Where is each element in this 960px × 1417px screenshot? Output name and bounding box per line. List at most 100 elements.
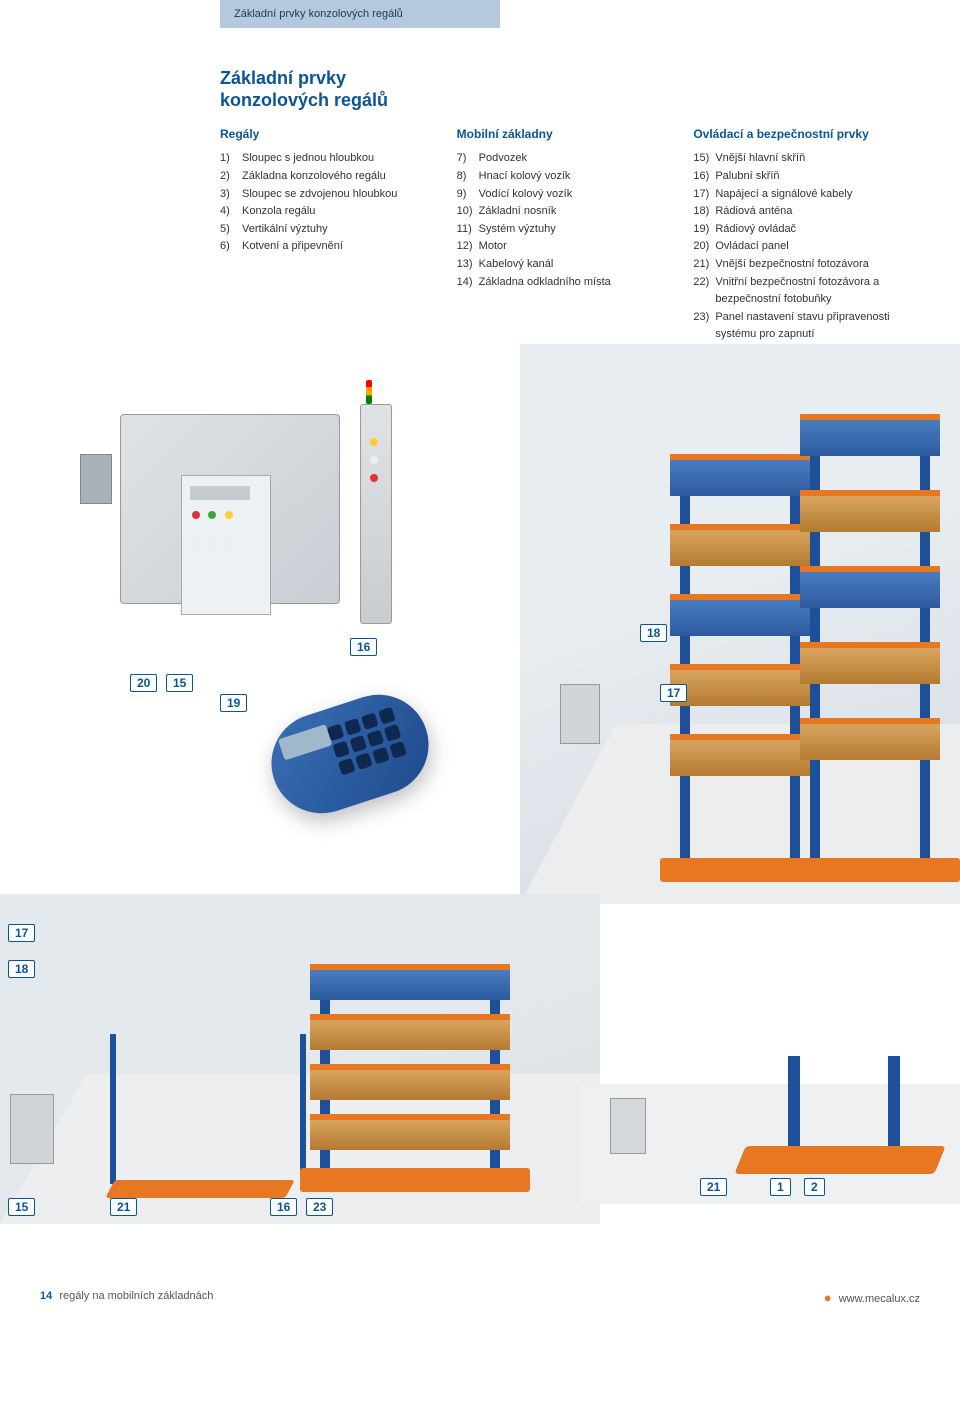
page-title: Základní prvky konzolových regálů — [220, 68, 900, 111]
legend-number: 20) — [693, 238, 715, 256]
legend-number: 22) — [693, 274, 715, 309]
legend-item: 22)Vnitřní bezpečnostní fotozávora a bez… — [693, 274, 900, 309]
legend-text: Základna konzolového regálu — [242, 168, 427, 186]
bullet-icon: ● — [824, 1290, 832, 1305]
legend-number: 4) — [220, 203, 242, 221]
callout-17: 17 — [660, 684, 687, 702]
wall-cabinet — [10, 1094, 54, 1164]
legend-item: 16)Palubní skříň — [693, 168, 900, 186]
legend-text: Vnější hlavní skříň — [715, 150, 900, 168]
legend-item: 2)Základna konzolového regálu — [220, 168, 427, 186]
rack-render-lower: 17 18 15 21 16 23 — [0, 894, 600, 1224]
legend-item: 9)Vodící kolový vozík — [457, 186, 664, 204]
control-cabinet-figure: 18 16 20 15 — [80, 374, 440, 654]
legend-number: 9) — [457, 186, 479, 204]
legend-item: 4)Konzola regálu — [220, 203, 427, 221]
legend-number: 1) — [220, 150, 242, 168]
rack-column — [800, 414, 940, 874]
col-head: Ovládací a bezpečnostní prvky — [693, 125, 900, 144]
footer-text: regály na mobilních základnách — [59, 1290, 213, 1302]
page-number: 14 — [40, 1290, 52, 1302]
legend-item: 23)Panel nastavení stavu připravenosti s… — [693, 309, 900, 344]
callout-15: 15 — [8, 1198, 35, 1216]
legend-item: 1)Sloupec s jednou hloubkou — [220, 150, 427, 168]
legend-item: 20)Ovládací panel — [693, 238, 900, 256]
legend-text: Kotvení a připevnění — [242, 238, 427, 256]
legend-text: Palubní skříň — [715, 168, 900, 186]
footer-left: 14 regály na mobilních základnách — [40, 1290, 213, 1305]
legend-text: Základní nosník — [479, 203, 664, 221]
legend-text: Kabelový kanál — [479, 256, 664, 274]
legend-item: 13)Kabelový kanál — [457, 256, 664, 274]
col-head: Mobilní základny — [457, 125, 664, 144]
legend-text: Podvozek — [479, 150, 664, 168]
legend-text: Hnací kolový vozík — [479, 168, 664, 186]
mobile-base-track — [105, 1180, 295, 1198]
legend-text: Rádiový ovládač — [715, 221, 900, 239]
rack-column — [310, 964, 510, 1184]
page-footer: 14 regály na mobilních základnách ● www.… — [0, 1284, 960, 1317]
legend-number: 10) — [457, 203, 479, 221]
antenna-box — [80, 454, 112, 504]
callout-2: 2 — [804, 1178, 825, 1196]
footer-right: ● www.mecalux.cz — [824, 1290, 920, 1305]
legend-number: 2) — [220, 168, 242, 186]
legend-number: 6) — [220, 238, 242, 256]
legend-number: 14) — [457, 274, 479, 292]
legend-text: Ovládací panel — [715, 238, 900, 256]
legend-item: 18)Rádiová anténa — [693, 203, 900, 221]
legend-item: 19)Rádiový ovládač — [693, 221, 900, 239]
callout-20: 20 — [130, 674, 157, 692]
wall-junction-box — [560, 684, 600, 744]
cabinet-panel — [181, 475, 271, 615]
legend-item: 3)Sloupec se zdvojenou hloubkou — [220, 186, 427, 204]
legend-number: 23) — [693, 309, 715, 344]
mobile-base — [734, 1146, 945, 1174]
legend-text: Systém výztuhy — [479, 221, 664, 239]
legend-number: 3) — [220, 186, 242, 204]
legend-number: 7) — [457, 150, 479, 168]
legend-item: 15)Vnější hlavní skříň — [693, 150, 900, 168]
upright — [888, 1056, 900, 1146]
callout-17: 17 — [8, 924, 35, 942]
legend-text: Vnější bezpečnostní fotozávora — [715, 256, 900, 274]
upright — [788, 1056, 800, 1146]
legend-number: 17) — [693, 186, 715, 204]
wall-junction-box — [610, 1098, 646, 1154]
callout-19: 19 — [220, 694, 247, 712]
footer-url: www.mecalux.cz — [839, 1293, 920, 1305]
radio-remote — [258, 682, 441, 827]
callout-1: 1 — [770, 1178, 791, 1196]
legend-text: Panel nastavení stavu připravenosti syst… — [715, 309, 900, 344]
callout-21: 21 — [700, 1178, 727, 1196]
legend-text: Základna odkladního místa — [479, 274, 664, 292]
legend-text: Vodící kolový vozík — [479, 186, 664, 204]
rack-render-top: 18 17 — [520, 344, 960, 904]
legend-item: 17)Napájecí a signálové kabely — [693, 186, 900, 204]
col-ovladaci: Ovládací a bezpečnostní prvky 15)Vnější … — [693, 125, 900, 344]
legend-number: 5) — [220, 221, 242, 239]
legend-item: 11)Systém výztuhy — [457, 221, 664, 239]
legend-text: Vertikální výztuhy — [242, 221, 427, 239]
legend-item: 12)Motor — [457, 238, 664, 256]
legend-item: 14)Základna odkladního místa — [457, 274, 664, 292]
legend-number: 11) — [457, 221, 479, 239]
callout-16: 16 — [350, 638, 377, 656]
legend-text: Vnitřní bezpečnostní fotozávora a bezpeč… — [715, 274, 900, 309]
col-mobilni: Mobilní základny 7)Podvozek8)Hnací kolov… — [457, 125, 664, 344]
legend-text: Motor — [479, 238, 664, 256]
legend-number: 13) — [457, 256, 479, 274]
legend-text: Konzola regálu — [242, 203, 427, 221]
legend-text: Rádiová anténa — [715, 203, 900, 221]
legend-number: 19) — [693, 221, 715, 239]
legend-number: 15) — [693, 150, 715, 168]
legend-columns: Regály 1)Sloupec s jednou hloubkou2)Zákl… — [220, 125, 900, 344]
legend-item: 10)Základní nosník — [457, 203, 664, 221]
legend-item: 7)Podvozek — [457, 150, 664, 168]
legend-number: 8) — [457, 168, 479, 186]
photocell-pole — [300, 1034, 306, 1184]
callout-21: 21 — [110, 1198, 137, 1216]
figure-area: 18 16 20 15 — [220, 364, 900, 1264]
legend-number: 12) — [457, 238, 479, 256]
onboard-panel — [360, 404, 392, 624]
